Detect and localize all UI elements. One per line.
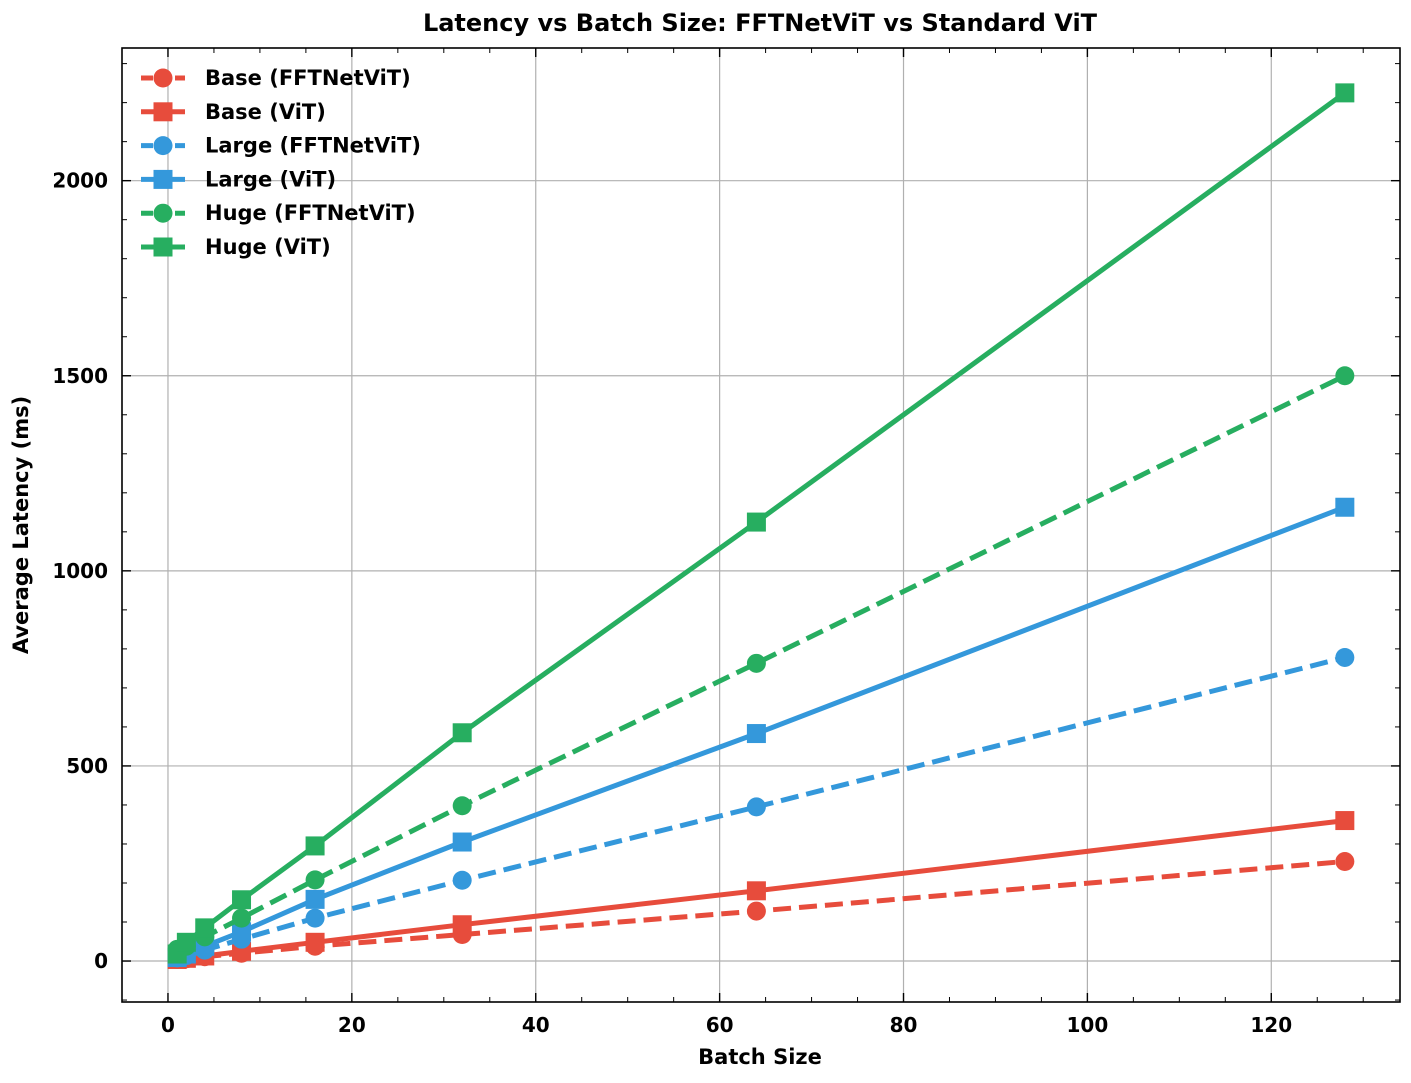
legend-marker [153,136,173,156]
legend-entry: Large (FFTNetViT) [141,134,421,158]
data-point [452,723,472,743]
x-axis-label: Batch Size [698,1045,822,1069]
data-point [232,922,252,942]
data-point [1335,852,1355,872]
legend-marker [153,203,173,223]
series-large-fftnetvit [167,647,1355,968]
x-tick-label: 120 [1250,1013,1292,1037]
legend-entry: Base (FFTNetViT) [141,66,411,90]
y-axis-label: Average Latency (ms) [9,396,33,654]
legend-marker [153,68,173,88]
axis-ticks: 0 20 40 60 80 100 120 0 500 1000 1500 2000 [52,48,1400,1037]
legend-label: Large (ViT) [205,167,336,191]
data-point [1335,811,1355,831]
x-tick-label: 80 [890,1013,918,1037]
data-point [1335,366,1355,386]
y-tick-label: 1000 [52,559,108,583]
grid [122,48,1400,1002]
data-point [305,908,325,928]
legend-entry: Huge (FFTNetViT) [141,201,416,225]
legend-label: Large (FFTNetViT) [205,134,421,158]
data-point [746,653,766,673]
data-point [305,889,325,909]
legend-entry: Large (ViT) [141,167,336,191]
data-point [176,932,196,952]
data-point [232,890,252,910]
legend-label: Huge (ViT) [205,235,331,259]
legend-label: Huge (FFTNetViT) [205,201,416,225]
data-point [452,832,472,852]
data-point [746,901,766,921]
x-tick-label: 20 [338,1013,366,1037]
data-point [195,918,215,938]
chart-title: Latency vs Batch Size: FFTNetViT vs Stan… [423,9,1098,37]
data-point [746,797,766,817]
data-point [305,870,325,890]
data-point [1335,647,1355,667]
data-point [232,908,252,928]
legend-label: Base (ViT) [205,100,326,124]
legend-marker [153,169,173,189]
plot-frame [121,47,1401,1003]
data-point [746,512,766,532]
series-huge-fftnetvit [167,366,1355,959]
data-point [452,870,472,890]
data-point [452,796,472,816]
legend-entry: Huge (ViT) [141,235,331,259]
x-tick-label: 100 [1067,1013,1109,1037]
y-tick-label: 0 [94,949,108,973]
y-tick-label: 1500 [52,364,108,388]
data-point [1335,83,1355,103]
legend-label: Base (FFTNetViT) [205,66,411,90]
x-tick-label: 60 [706,1013,734,1037]
legend-marker [153,237,173,257]
legend: Base (FFTNetViT) Base (ViT) Large (FFTNetV… [141,66,421,259]
series-huge-vit [167,83,1355,964]
data-point [305,836,325,856]
data-point [305,932,325,952]
data-point [746,881,766,901]
series-base-fftnetvit [167,852,1355,969]
series-layer [167,83,1355,969]
data-point [452,915,472,935]
data-point [1335,497,1355,517]
x-tick-label: 40 [522,1013,550,1037]
y-tick-label: 2000 [52,169,108,193]
x-tick-label: 0 [161,1013,175,1037]
legend-marker [153,102,173,122]
legend-entry: Base (ViT) [141,100,326,124]
data-point [746,724,766,744]
y-tick-label: 500 [66,754,108,778]
